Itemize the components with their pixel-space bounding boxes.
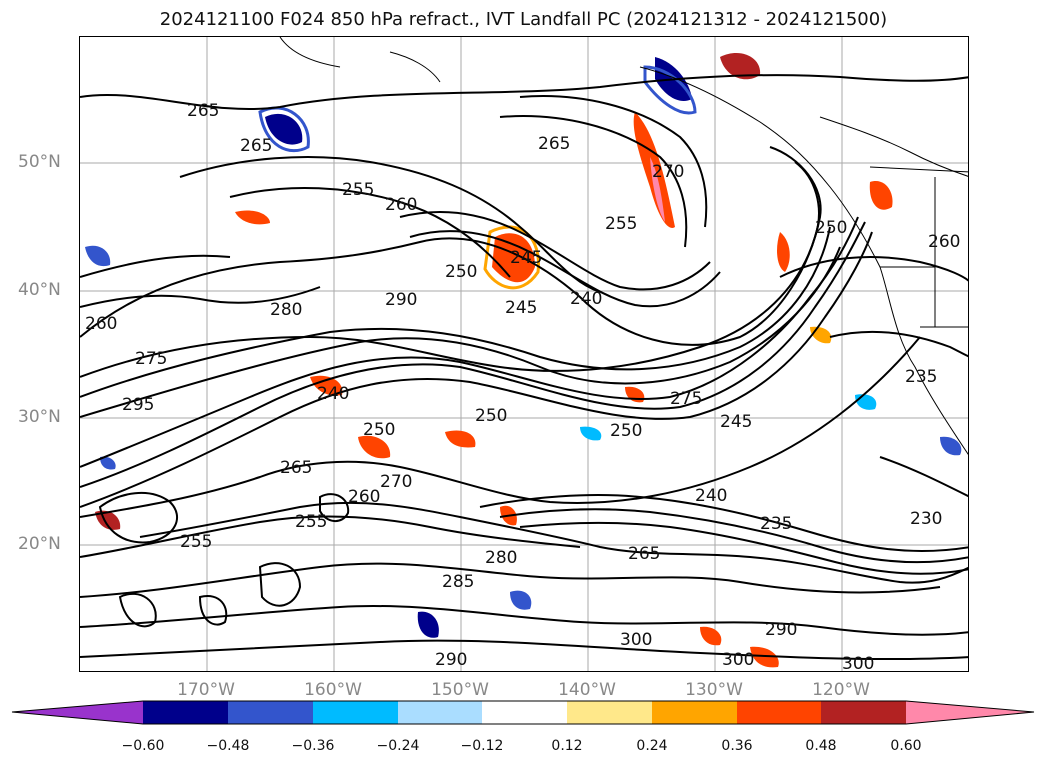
contour-label: 275	[135, 349, 167, 369]
contour-label: 290	[435, 650, 467, 670]
contour-label: 300	[842, 654, 874, 672]
contour-label: 260	[348, 487, 380, 507]
contour-labels: 265 265 255 260 265 270 255 245 250 245 …	[85, 101, 960, 672]
contour-label: 265	[628, 544, 660, 564]
contour-label: 250	[610, 421, 642, 441]
contour-label: 250	[363, 420, 395, 440]
contour-label: 240	[570, 289, 602, 309]
contour-label: 265	[187, 101, 219, 121]
contour-label: 250	[475, 406, 507, 426]
contour-label: 260	[85, 314, 117, 334]
colorbar-tick-label: 0.36	[721, 738, 753, 754]
colorbar-tick-label: 0.60	[890, 738, 922, 754]
map-panel: 265 265 255 260 265 270 255 245 250 245 …	[79, 36, 969, 672]
lat-label-40n: 40°N	[18, 280, 61, 300]
colorbar-bin	[567, 701, 652, 724]
contour-label: 255	[180, 532, 212, 552]
contour-label: 240	[695, 486, 727, 506]
lat-label-50n: 50°N	[18, 152, 61, 172]
colorbar-arrow-low	[12, 701, 143, 724]
contour-label: 295	[122, 395, 154, 415]
colorbar-arrow-high	[906, 701, 1034, 724]
pc-shading	[85, 53, 962, 668]
contour-label: 245	[505, 298, 537, 318]
contour-label: 240	[317, 384, 349, 404]
colorbar-bin	[398, 701, 482, 724]
contour-label: 290	[765, 620, 797, 640]
colorbar-bin	[652, 701, 737, 724]
contour-label: 270	[380, 472, 412, 492]
lon-label-170w: 170°W	[177, 680, 235, 700]
colorbar	[11, 700, 1035, 725]
colorbar-tick-label: 0.48	[805, 738, 837, 754]
contour-label: 265	[280, 458, 312, 478]
lon-label-160w: 160°W	[304, 680, 362, 700]
colorbar-bin	[482, 701, 567, 724]
contour-label: 300	[620, 630, 652, 650]
contour-label: 260	[385, 195, 417, 215]
map-title: 2024121100 F024 850 hPa refract., IVT La…	[159, 9, 888, 30]
contour-label: 265	[538, 134, 570, 154]
colorbar-bin	[821, 701, 906, 724]
contour-label: 250	[815, 218, 847, 238]
colorbar-tick-label: −0.12	[460, 738, 504, 754]
contour-label: 280	[485, 548, 517, 568]
colorbar-tick-label: −0.48	[206, 738, 250, 754]
colorbar-bin	[313, 701, 398, 724]
gridlines	[80, 37, 968, 671]
contour-label: 245	[510, 248, 542, 268]
colorbar-tick-label: 0.24	[636, 738, 668, 754]
contour-label: 230	[910, 509, 942, 529]
contour-label: 280	[270, 300, 302, 320]
lon-label-130w: 130°W	[685, 680, 743, 700]
contour-label: 275	[670, 389, 702, 409]
contour-label: 255	[342, 180, 374, 200]
contours	[80, 74, 968, 661]
contour-label: 245	[720, 412, 752, 432]
map-canvas: 265 265 255 260 265 270 255 245 250 245 …	[80, 37, 968, 672]
contour-label: 270	[652, 162, 684, 182]
lon-label-150w: 150°W	[431, 680, 489, 700]
contour-label: 250	[445, 262, 477, 282]
contour-label: 260	[928, 232, 960, 252]
colorbar-bin	[737, 701, 821, 724]
contour-label: 255	[295, 512, 327, 532]
colorbar-bin	[143, 701, 228, 724]
lat-label-30n: 30°N	[18, 407, 61, 427]
colorbar-tick-label: −0.24	[376, 738, 420, 754]
lat-label-20n: 20°N	[18, 534, 61, 554]
contour-label: 235	[760, 514, 792, 534]
colorbar-tick-label: −0.60	[121, 738, 165, 754]
contour-label: 265	[240, 136, 272, 156]
contour-label: 300	[722, 650, 754, 670]
lon-label-120w: 120°W	[812, 680, 870, 700]
contour-label: 290	[385, 290, 417, 310]
lon-label-140w: 140°W	[558, 680, 616, 700]
colorbar-tick-label: −0.36	[291, 738, 335, 754]
contour-label: 255	[605, 214, 637, 234]
colorbar-bin	[228, 701, 313, 724]
contour-label: 285	[442, 572, 474, 592]
colorbar-tick-label: 0.12	[551, 738, 583, 754]
coastlines	[279, 37, 968, 455]
contour-label: 235	[905, 367, 937, 387]
